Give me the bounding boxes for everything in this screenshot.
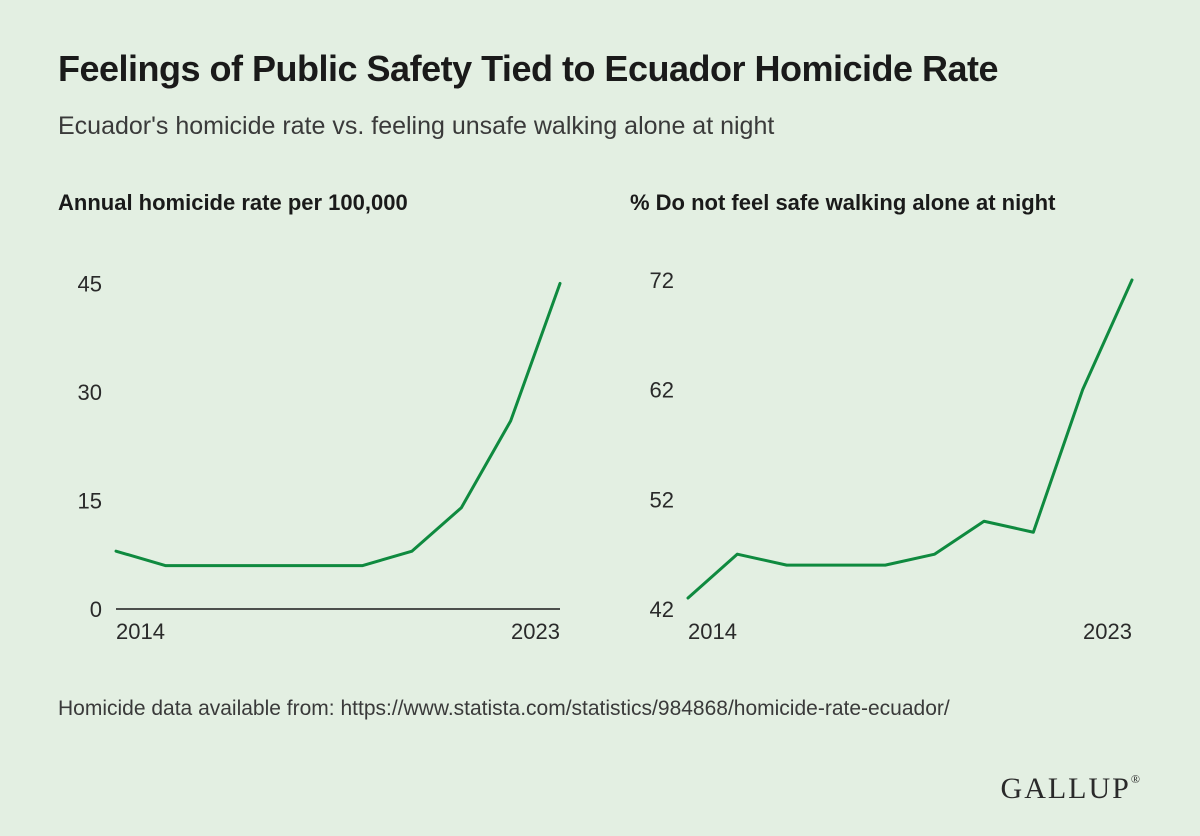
y-tick-label: 15: [78, 488, 102, 513]
line-chart-safety: 42 52 62 72 2014 2023: [630, 259, 1142, 649]
y-tick-label: 62: [650, 378, 674, 403]
charts-row: Annual homicide rate per 100,000 0 15 30 45…: [58, 189, 1142, 649]
y-tick-label: 52: [650, 487, 674, 512]
y-tick-label: 42: [650, 597, 674, 622]
data-line: [688, 280, 1132, 598]
chart-title: Annual homicide rate per 100,000: [58, 189, 570, 247]
y-tick-label: 0: [90, 597, 102, 622]
chart-panel-homicide: Annual homicide rate per 100,000 0 15 30 45…: [58, 189, 570, 649]
y-tick-label: 45: [78, 271, 102, 296]
data-line: [116, 283, 560, 565]
y-tick-label: 30: [78, 380, 102, 405]
x-tick-label: 2014: [688, 619, 737, 644]
x-tick-label: 2023: [1083, 619, 1132, 644]
brand-logo: GALLUP®: [1001, 772, 1142, 806]
footnote: Homicide data available from: https://ww…: [58, 697, 1142, 721]
page-title: Feelings of Public Safety Tied to Ecuado…: [58, 48, 1142, 90]
page-subtitle: Ecuador's homicide rate vs. feeling unsa…: [58, 112, 1142, 141]
x-tick-label: 2023: [511, 619, 560, 644]
line-chart-homicide: 0 15 30 45 2014 2023: [58, 259, 570, 649]
x-tick-label: 2014: [116, 619, 165, 644]
chart-title: % Do not feel safe walking alone at nigh…: [630, 189, 1142, 247]
chart-panel-safety: % Do not feel safe walking alone at nigh…: [630, 189, 1142, 649]
y-tick-label: 72: [650, 268, 674, 293]
